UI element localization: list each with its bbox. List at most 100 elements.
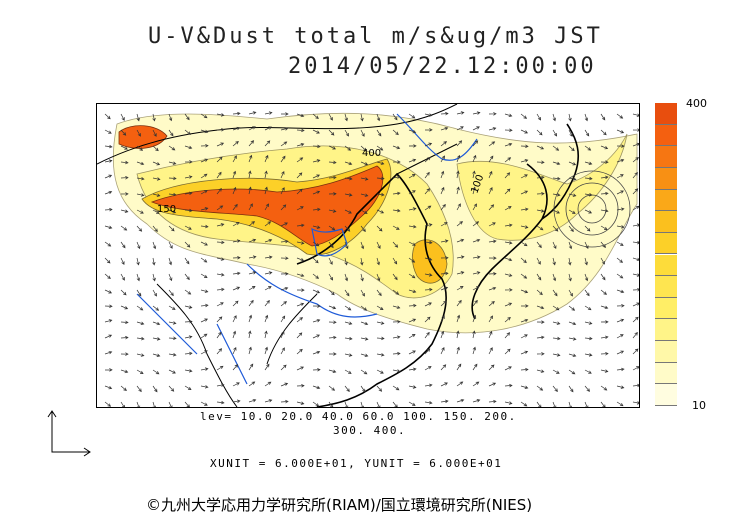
- wind-arrow: [312, 350, 321, 355]
- wind-arrow: [584, 209, 593, 214]
- wind-arrow: [248, 314, 253, 323]
- wind-arrow: [216, 287, 225, 292]
- wind-arrow: [200, 367, 209, 371]
- wind-arrow: [504, 241, 513, 245]
- wind-arrow: [120, 335, 129, 340]
- wind-arrow: [616, 225, 625, 229]
- copyright-credit: ©九州大学応用力学研究所(RIAM)/国立環境研究所(NIES): [146, 496, 533, 514]
- wind-arrow: [184, 160, 193, 164]
- wind-arrow: [136, 353, 145, 357]
- wind-arrow: [312, 241, 320, 247]
- wind-arrow: [120, 241, 126, 249]
- wind-arrow: [472, 154, 477, 163]
- wind-arrow: [488, 155, 494, 163]
- wind-arrow: [392, 401, 398, 407]
- wind-arrow: [584, 273, 589, 282]
- wind-arrow: [376, 321, 385, 325]
- wind-arrow: [248, 203, 253, 211]
- wind-arrow: [184, 129, 191, 135]
- wind-arrow: [376, 241, 381, 249]
- wind-arrow: [616, 334, 624, 339]
- wind-arrow: [376, 369, 384, 374]
- wind-arrow: [472, 346, 477, 355]
- wind-arrow: [280, 315, 286, 323]
- wind-arrow: [232, 239, 241, 243]
- wind-arrow: [264, 154, 269, 163]
- wind-arrow: [360, 353, 369, 357]
- wind-arrow: [424, 171, 430, 179]
- wind-arrow: [360, 209, 368, 214]
- wind-arrow: [216, 223, 225, 227]
- wind-arrow: [504, 257, 513, 262]
- wind-arrow: [552, 225, 559, 232]
- wind-arrow: [248, 398, 257, 403]
- wind-arrow: [360, 177, 369, 181]
- wind-arrow: [328, 352, 337, 356]
- wind-arrow: [504, 223, 513, 228]
- wind-arrow: [536, 401, 542, 407]
- wind-arrow: [216, 113, 225, 117]
- wind-arrow: [184, 401, 190, 407]
- wind-arrow: [504, 316, 511, 323]
- wind-arrow: [360, 241, 365, 250]
- wind-arrow: [424, 366, 432, 371]
- wind-arrow: [472, 286, 480, 291]
- wind-arrow: [488, 127, 497, 131]
- wind-arrow: [136, 257, 140, 266]
- wind-arrow: [440, 347, 445, 355]
- wind-arrow: [392, 225, 400, 230]
- wind-arrow: [296, 384, 305, 388]
- dust-map: 400 150 100: [96, 103, 640, 408]
- wind-arrow: [488, 239, 497, 244]
- wind-arrow: [504, 113, 513, 117]
- wind-arrow: [168, 113, 173, 122]
- wind-arrow: [216, 187, 222, 195]
- wind-arrow: [392, 129, 399, 136]
- wind-arrow: [376, 129, 382, 137]
- wind-arrow: [152, 129, 157, 137]
- wind-arrow: [168, 353, 177, 357]
- wind-arrow: [168, 176, 177, 181]
- wind-arrow: [232, 300, 239, 307]
- wind-arrow: [200, 273, 208, 278]
- wind-arrow: [296, 172, 303, 179]
- wind-arrow: [280, 155, 286, 163]
- wind-arrow: [312, 368, 321, 372]
- wind-arrow: [408, 190, 416, 195]
- colorbar-segment: [655, 341, 677, 363]
- wind-arrow: [344, 321, 353, 325]
- wind-arrow: [136, 129, 141, 137]
- colorbar-max-label: 400: [686, 97, 707, 110]
- wind-arrow: [392, 320, 401, 324]
- wind-arrow: [488, 315, 493, 323]
- wind-arrow: [584, 289, 590, 297]
- wind-arrow: [120, 175, 129, 180]
- wind-arrow: [616, 401, 624, 407]
- wind-arrow: [600, 191, 609, 196]
- wind-arrow: [312, 207, 321, 212]
- wind-arrow: [344, 145, 352, 151]
- wind-arrow: [248, 255, 257, 259]
- wind-arrow: [296, 401, 305, 405]
- wind-arrow: [536, 289, 543, 296]
- vector-units: XUNIT = 6.000E+01, YUNIT = 6.000E+01: [210, 457, 503, 470]
- wind-arrow: [136, 209, 144, 214]
- wind-arrow: [200, 224, 209, 229]
- wind-arrow: [344, 176, 353, 181]
- wind-arrow: [616, 367, 625, 372]
- wind-arrow: [104, 350, 113, 355]
- wind-arrow: [456, 299, 462, 307]
- wind-arrow: [408, 385, 417, 389]
- wind-arrow: [488, 222, 496, 227]
- wind-arrow: [264, 140, 271, 147]
- wind-arrow: [296, 241, 305, 245]
- wind-arrow: [200, 173, 208, 179]
- wind-arrow: [216, 257, 225, 261]
- wind-arrow: [392, 175, 401, 179]
- map-canvas: 400 150 100: [97, 104, 639, 407]
- wind-arrow: [456, 221, 463, 227]
- wind-arrow: [104, 190, 113, 195]
- wind-arrow: [152, 369, 160, 375]
- wind-arrow: [376, 353, 385, 357]
- wind-arrow: [232, 364, 239, 371]
